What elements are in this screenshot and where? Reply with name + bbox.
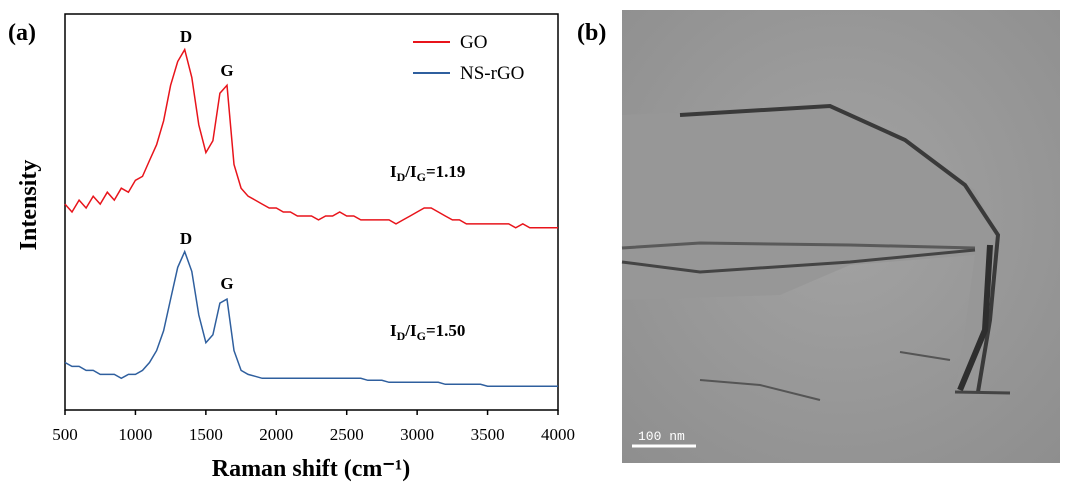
ratio-part: G <box>417 329 426 343</box>
ratio-label: ID/IG=1.50 <box>390 321 465 343</box>
legend-label: GO <box>460 32 487 53</box>
peak-label: D <box>180 229 192 248</box>
panel-label: (b) <box>577 20 606 46</box>
legend-label: NS-rGO <box>460 63 524 84</box>
ratio-part: =1.19 <box>426 162 465 181</box>
series-line <box>65 252 558 387</box>
x-tick-label: 1500 <box>189 425 223 444</box>
x-tick-label: 2500 <box>330 425 364 444</box>
x-tick-label: 2000 <box>259 425 293 444</box>
peak-label: G <box>220 61 233 80</box>
x-tick-label: 4000 <box>541 425 575 444</box>
peak-label: G <box>220 274 233 293</box>
ratio-part: /I <box>404 162 417 181</box>
ratio-part: G <box>417 170 426 184</box>
x-tick-label: 1000 <box>118 425 152 444</box>
x-tick-label: 500 <box>52 425 78 444</box>
ratio-part: =1.50 <box>426 321 465 340</box>
peak-label: D <box>180 27 192 46</box>
scale-bar-label: 100 nm <box>638 429 685 444</box>
panel-label: (a) <box>8 20 36 46</box>
figure: (a) (b) Intensity Raman shift (cm⁻¹) D G… <box>0 0 1065 489</box>
x-axis-title: Raman shift (cm⁻¹) <box>212 456 411 482</box>
ratio-part: D <box>397 329 406 343</box>
ratio-part: D <box>397 170 406 184</box>
ratio-part: /I <box>404 321 417 340</box>
y-axis-title: Intensity <box>16 160 42 251</box>
tem-image: 100 nm <box>622 10 1060 463</box>
x-tick-label: 3000 <box>400 425 434 444</box>
ratio-label: ID/IG=1.19 <box>390 162 465 184</box>
x-tick-label: 3500 <box>471 425 505 444</box>
